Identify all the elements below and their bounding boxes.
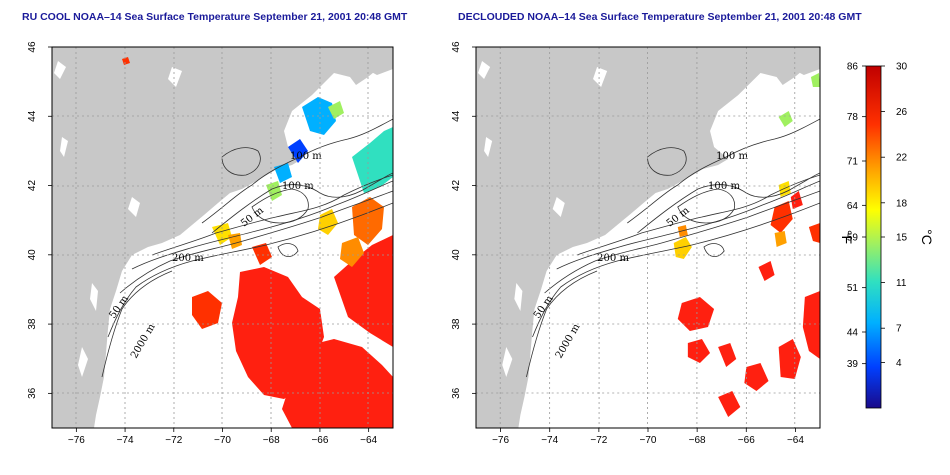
celsius-tick-label: 22 (896, 153, 908, 164)
celsius-tick-label: 15 (896, 233, 908, 244)
lon-tick-label: −68 (689, 435, 706, 446)
lat-tick-label: 36 (451, 387, 462, 399)
celsius-tick-label: 18 (896, 198, 908, 209)
fahrenheit-tick-label: 44 (847, 328, 859, 339)
graticule-left (52, 47, 393, 428)
lon-tick-label: −74 (541, 435, 558, 446)
axis-ticks-left: −76 −74 −72 −70 −68 −66 −64 36 38 40 42 44 46 (27, 41, 378, 446)
isobaths-left (101, 118, 393, 378)
lon-tick-label: −66 (311, 435, 328, 446)
lat-tick-label: 44 (27, 110, 38, 122)
lat-tick-label: 46 (27, 41, 38, 53)
contour-label: 100 m (716, 151, 748, 162)
lat-tick-label: 42 (451, 180, 462, 192)
lat-tick-label: 38 (27, 318, 38, 330)
contour-label: 100 m (290, 151, 322, 162)
colorbar-ticks: 30 26 22 18 15 11 7 4 86 78 71 64 59 51 44 39 (847, 62, 908, 371)
lat-tick-label: 42 (27, 180, 38, 192)
fahrenheit-tick-label: 51 (847, 283, 859, 294)
fahrenheit-tick-label: 59 (847, 233, 859, 244)
lat-tick-label: 40 (27, 249, 38, 261)
contour-label: 100 m (708, 181, 740, 192)
lon-tick-label: −68 (263, 435, 280, 446)
celsius-tick-label: 7 (896, 324, 902, 335)
graticule-right (476, 47, 820, 428)
nova-scotia (344, 47, 393, 85)
contour-label: 100 m (282, 181, 314, 192)
land-mass (476, 47, 820, 428)
lat-tick-label: 36 (27, 387, 38, 399)
lat-tick-label: 44 (451, 110, 462, 122)
lat-tick-label: 40 (451, 249, 462, 261)
colorbar-gradient (865, 65, 882, 409)
right-panel-title: DECLOUDED NOAA–14 Sea Surface Temperatur… (458, 11, 862, 23)
isobaths-right (526, 118, 820, 378)
nova-scotia (770, 47, 820, 85)
lon-tick-label: −76 (492, 435, 509, 446)
lon-tick-label: −74 (117, 435, 134, 446)
lon-tick-label: −72 (165, 435, 182, 446)
left-panel-title: RU COOL NOAA–14 Sea Surface Temperature … (22, 11, 408, 23)
celsius-tick-label: 30 (896, 62, 908, 73)
lon-tick-label: −76 (68, 435, 85, 446)
fahrenheit-tick-label: 64 (847, 201, 859, 212)
fahrenheit-tick-label: 71 (847, 157, 859, 168)
lon-tick-label: −70 (640, 435, 657, 446)
left-map: 100 m 100 m 50 m 200 m 50 m 2000 m (51, 46, 394, 429)
right-map: 100 m 100 m 50 m 200 m 50 m 2000 m (475, 46, 821, 429)
lon-tick-label: −66 (738, 435, 755, 446)
fahrenheit-tick-label: 78 (847, 112, 859, 123)
axis-ticks-right: −76 −74 −72 −70 −68 −66 −64 36 38 40 42 44 46 (451, 41, 804, 446)
fahrenheit-tick-label: 39 (847, 359, 859, 370)
lon-tick-label: −72 (590, 435, 607, 446)
celsius-tick-label: 11 (896, 278, 907, 289)
fahrenheit-unit: °F (839, 230, 855, 244)
contour-label: 200 m (172, 253, 204, 264)
lon-tick-label: −70 (214, 435, 231, 446)
sst-patches-right (673, 73, 820, 417)
celsius-tick-label: 26 (896, 107, 908, 118)
colorbar: 30 26 22 18 15 11 7 4 86 78 71 64 59 51 44 39 °F °C (839, 62, 935, 409)
lon-tick-label: −64 (360, 435, 377, 446)
sst-patches-left (122, 57, 393, 428)
lat-tick-label: 38 (451, 318, 462, 330)
lon-tick-label: −64 (787, 435, 804, 446)
fahrenheit-tick-label: 86 (847, 62, 859, 73)
celsius-unit: °C (919, 229, 935, 245)
land-mass (52, 47, 393, 428)
lat-tick-label: 46 (451, 41, 462, 53)
contour-label: 200 m (597, 253, 629, 264)
celsius-tick-label: 4 (896, 358, 902, 369)
